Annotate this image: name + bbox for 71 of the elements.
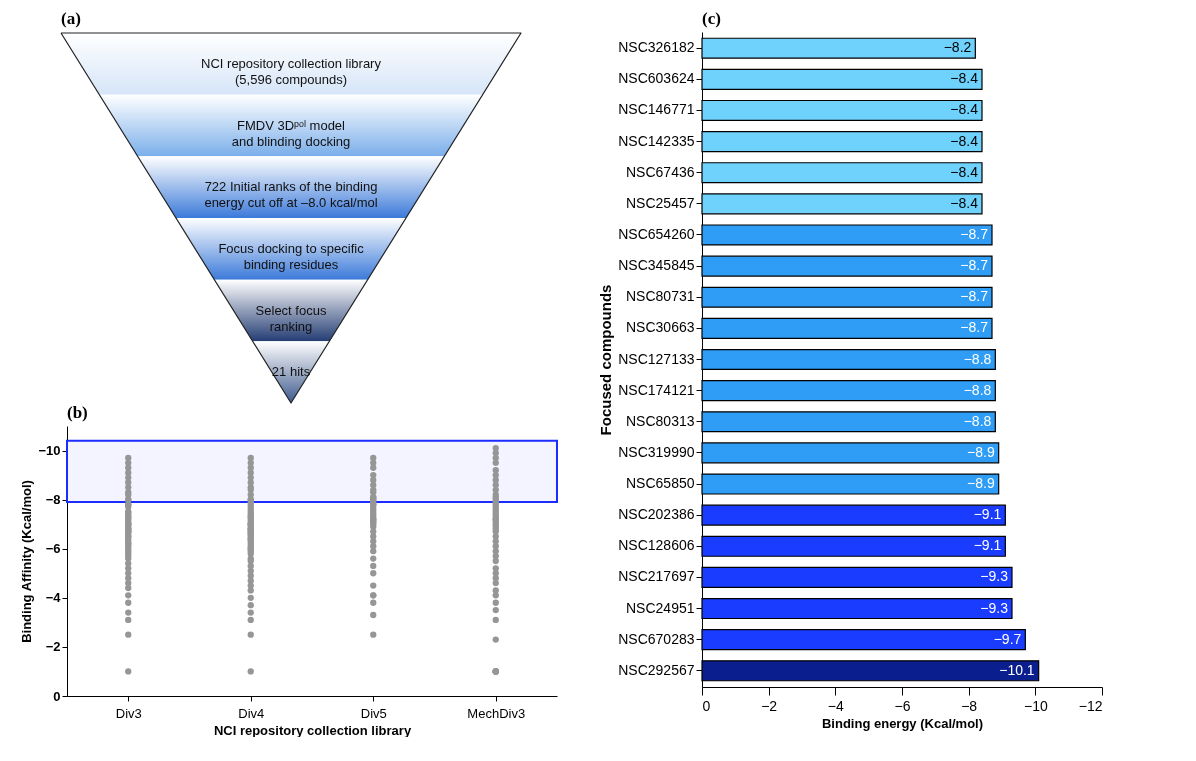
category-label: Focus docking to specific binding residues <box>218 240 365 272</box>
y-tick-label: NSC128606 <box>618 537 695 554</box>
chart-title: (b) <box>67 403 88 422</box>
x-axis-title: Binding energy (Kcal/mol) <box>821 715 984 731</box>
y-axis-title: Binding Affinity (Kcal/mol) <box>19 480 35 643</box>
y-tick-label: NSC80313 <box>626 412 695 429</box>
data-label: −8.8 <box>963 350 992 367</box>
data-label: −10.1 <box>999 661 1035 678</box>
y-tick-label: NSC174121 <box>618 381 695 398</box>
category-label: Select focus ranking <box>255 302 327 334</box>
data-label: −9.7 <box>993 630 1022 647</box>
y-tick-label: NSC202386 <box>618 506 695 523</box>
data-label: −8.4 <box>950 70 979 87</box>
data-label: −9.1 <box>973 537 1002 554</box>
data-label: −8.9 <box>967 443 995 460</box>
data-label: −8.4 <box>950 194 979 211</box>
y-tick-label: −8 <box>45 492 61 508</box>
x-tick-label: −10 <box>1023 697 1048 714</box>
category-label: NCI repository collection library (5,596 compounds) <box>201 55 382 87</box>
x-tick-label: Div3 <box>115 705 142 721</box>
y-tick-label: NSC345845 <box>618 257 695 274</box>
y-tick-label: NSC25457 <box>626 194 695 211</box>
x-tick-label: −2 <box>761 697 778 714</box>
y-tick-label: −6 <box>45 541 61 557</box>
x-tick-label: −6 <box>894 697 911 714</box>
x-tick-label: MechDiv3 <box>467 705 526 721</box>
y-tick-label: NSC654260 <box>618 225 695 242</box>
x-tick-label: Div5 <box>360 705 387 721</box>
data-label: −8.2 <box>943 39 972 56</box>
y-tick-label: −4 <box>45 590 62 606</box>
data-label: −9.3 <box>980 568 1009 585</box>
x-tick-label: −8 <box>961 697 978 714</box>
data-label: −8.7 <box>960 319 989 336</box>
data-label: −8.9 <box>967 475 995 492</box>
data-label: −8.4 <box>950 163 979 180</box>
y-axis-title: Focused compounds <box>597 284 615 436</box>
data-label: −8.8 <box>963 381 992 398</box>
category-label: 722 Initial ranks of the binding energy cut off at –8.0 kcal/mol <box>204 179 378 211</box>
y-tick-label: NSC65850 <box>626 475 695 492</box>
data-label: −8.4 <box>950 132 979 149</box>
data-label: −8.4 <box>950 101 979 118</box>
y-tick-label: NSC24951 <box>626 599 695 616</box>
y-tick-label: NSC142335 <box>618 132 695 149</box>
data-label: −8.7 <box>960 225 989 242</box>
x-axis-title: NCI repository collection library <box>213 722 412 738</box>
y-tick-label: NSC217697 <box>618 568 695 585</box>
data-label: −8.7 <box>960 288 989 305</box>
data-label: −9.1 <box>973 506 1002 523</box>
y-tick-label: −2 <box>45 639 61 655</box>
data-label: −8.7 <box>960 257 989 274</box>
y-tick-label: NSC67436 <box>626 163 695 180</box>
data-label: −9.3 <box>980 599 1009 616</box>
chart-title: (c) <box>702 9 721 28</box>
y-tick-label: −10 <box>38 443 61 459</box>
category-label: 21 hits <box>271 364 311 380</box>
x-tick-label: −4 <box>827 697 845 714</box>
category-label: FMDV 3Dᵖᵒˡ model and blinding docking <box>231 117 351 149</box>
data-label: −8.8 <box>963 412 992 429</box>
y-tick-label: NSC326182 <box>618 39 695 56</box>
text: (a) <box>61 9 81 29</box>
y-tick-label: NSC30663 <box>626 319 695 336</box>
y-tick-label: NSC146771 <box>618 101 695 118</box>
x-tick-label: 0 <box>702 697 711 714</box>
y-tick-label: NSC292567 <box>618 661 695 678</box>
y-tick-label: NSC127133 <box>618 350 695 367</box>
y-tick-label: NSC319990 <box>618 443 695 460</box>
y-tick-label: NSC80731 <box>626 288 695 305</box>
y-tick-label: NSC603624 <box>618 70 695 87</box>
x-tick-label: Div4 <box>238 705 265 721</box>
x-tick-label: −12 <box>1078 697 1103 714</box>
y-tick-label: NSC670283 <box>618 630 695 647</box>
